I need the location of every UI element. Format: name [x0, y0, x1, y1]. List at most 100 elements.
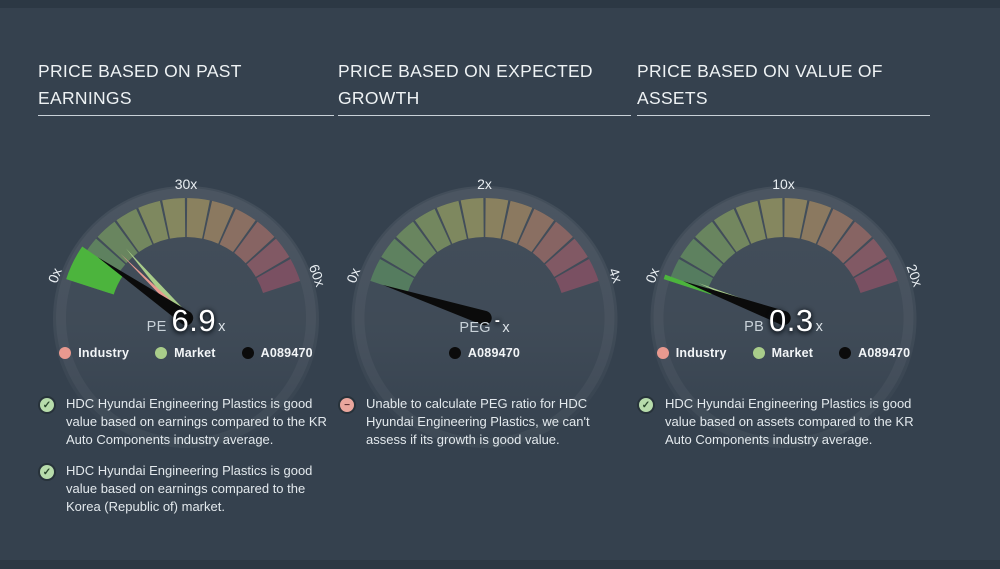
- bottom-edge-strip: [0, 560, 1000, 569]
- panel-value-of-assets: PRICE BASED ON VALUE OF ASSETS 0x 10x 20x …: [637, 58, 930, 558]
- gauge-arc-segment: [759, 198, 783, 239]
- legend-label: Industry: [675, 346, 727, 360]
- peg-legend: A089470: [338, 346, 631, 360]
- gauge-tick-label-max: 60x: [306, 262, 329, 289]
- legend-item: Industry: [656, 346, 727, 360]
- peg-gauge: 0x 2x 4x: [343, 176, 626, 452]
- gauge-arc-segment: [370, 259, 414, 293]
- panel-expected-growth: PRICE BASED ON EXPECTED GROWTH 0x 2x 4x PE…: [338, 58, 631, 558]
- gauge-arc-segment: [460, 198, 484, 239]
- gauge-arc-segment: [97, 221, 138, 264]
- pb-value-readout: PB 0.3 x: [637, 304, 930, 344]
- gauge-arc-segment: [695, 221, 736, 264]
- gauge-tick-label-mid: 30x: [175, 176, 198, 192]
- legend-dot-industry: [59, 347, 72, 359]
- legend-label: Market: [174, 346, 216, 360]
- gauge-needle-a089470: [382, 284, 492, 326]
- pb-legend: Industry Market A089470: [637, 346, 930, 360]
- metric-value: 6.9: [171, 303, 217, 338]
- gauge-tick-label-min: 0x: [343, 266, 363, 285]
- gauge-tick-label-min: 0x: [642, 266, 662, 285]
- gauge-arc-segment: [381, 238, 424, 277]
- gauge-tick-label-mid: 10x: [772, 176, 795, 192]
- gauge-arc-segment: [518, 208, 555, 253]
- metric-label: PE: [146, 319, 167, 335]
- gauge-arc-segment: [817, 208, 854, 253]
- legend-label: Market: [771, 346, 814, 360]
- metric-unit: x: [502, 320, 510, 336]
- statement-row: ✓ HDC Hyundai Engineering Plastics is goo…: [38, 395, 334, 449]
- gauge-arc-segment: [680, 238, 723, 277]
- gauge-halo-ring: [354, 188, 615, 448]
- gauge-halo-ring: [56, 188, 316, 448]
- panel-past-earnings: PRICE BASED ON PAST EARNINGS 0x 30x 60x PE…: [38, 58, 334, 558]
- legend-label: Industry: [78, 346, 130, 360]
- statement-row: − Unable to calculate PEG ratio for HDC H…: [338, 395, 631, 449]
- gauge-tick-label-min: 0x: [45, 266, 65, 285]
- panel-title-line2: ASSETS: [637, 88, 708, 108]
- pe-statements: ✓ HDC Hyundai Engineering Plastics is goo…: [38, 395, 334, 529]
- gauge-arc-segment: [555, 259, 599, 293]
- gauge-halo-ring: [653, 188, 914, 448]
- gauge-arc-segment: [219, 208, 256, 253]
- legend-item: A089470: [839, 346, 910, 360]
- gauge-arc-segment: [735, 200, 766, 244]
- check-icon: ✓: [637, 396, 655, 414]
- legend-item: Market: [155, 346, 216, 360]
- panel-title-line1: PRICE BASED ON PAST: [38, 61, 242, 81]
- pe-gauge: 0x 30x 60x: [45, 176, 329, 452]
- legend-item: A089470: [241, 346, 313, 360]
- metric-value: 0.3: [769, 303, 814, 338]
- gauge-arc-segment: [854, 259, 898, 293]
- gauge-arc-segment: [436, 200, 467, 244]
- pb-gauge: 0x 10x 20x: [642, 176, 926, 452]
- legend-label: A089470: [858, 346, 911, 360]
- legend-dot-a089470: [241, 347, 254, 359]
- gauge-arc-segment: [485, 198, 509, 239]
- minus-icon: −: [338, 396, 356, 414]
- gauge-arc-segment: [246, 238, 290, 277]
- gauge-arc-segment: [831, 221, 872, 264]
- panel-title: PRICE BASED ON PAST EARNINGS: [38, 58, 334, 116]
- statement-row: ✓ HDC Hyundai Engineering Plastics is goo…: [637, 395, 930, 449]
- legend-item: A089470: [448, 346, 520, 360]
- statement-text: HDC Hyundai Engineering Plastics is good…: [66, 396, 327, 447]
- legend-dot-a089470: [839, 347, 852, 359]
- gauge-arc-segment: [844, 238, 887, 277]
- gauge-tick-label-max: 20x: [903, 262, 926, 289]
- legend-dot-market: [155, 347, 168, 359]
- statement-row: ✓ HDC Hyundai Engineering Plastics is goo…: [38, 462, 334, 516]
- legend-dot-market: [752, 347, 765, 359]
- metric-label: PEG: [459, 320, 491, 336]
- gauge-arc-segment: [234, 221, 275, 264]
- gauge-needle-a089470: [683, 281, 791, 326]
- gauge-highlight-arc: [66, 246, 124, 295]
- panel-title-line1: PRICE BASED ON VALUE OF: [637, 61, 883, 81]
- check-icon: ✓: [38, 463, 56, 481]
- gauge-arc-segment: [162, 198, 186, 239]
- gauge-arc-segment: [396, 221, 437, 264]
- gauge-arc-segment: [545, 238, 588, 277]
- gauge-arc-segment: [203, 200, 234, 244]
- metric-unit: x: [218, 319, 226, 335]
- pe-legend: Industry Market A089470: [38, 346, 334, 360]
- peg-value-readout: PEG - x: [338, 304, 631, 345]
- gauge-tick-label-max: 4x: [606, 266, 626, 285]
- check-icon: ✓: [38, 396, 56, 414]
- pb-statements: ✓ HDC Hyundai Engineering Plastics is goo…: [637, 395, 930, 462]
- statement-text: Unable to calculate PEG ratio for HDC Hy…: [366, 396, 590, 447]
- legend-label: A089470: [260, 346, 313, 360]
- pe-value-readout: PE 6.9 x: [38, 304, 334, 344]
- gauge-arc-segment: [138, 200, 169, 244]
- gauge-arc-segment: [256, 259, 301, 293]
- gauge-arc-segment: [502, 200, 533, 244]
- gauge-tick-label-mid: 2x: [477, 176, 492, 192]
- gauge-arc-segment: [186, 198, 210, 239]
- panel-title-line2: GROWTH: [338, 88, 420, 108]
- panel-title: PRICE BASED ON VALUE OF ASSETS: [637, 58, 930, 116]
- panel-title-line2: EARNINGS: [38, 88, 132, 108]
- legend-item: Market: [752, 346, 814, 360]
- gauge-highlight-arc: [663, 274, 713, 295]
- gauge-needle-a089470: [97, 257, 194, 326]
